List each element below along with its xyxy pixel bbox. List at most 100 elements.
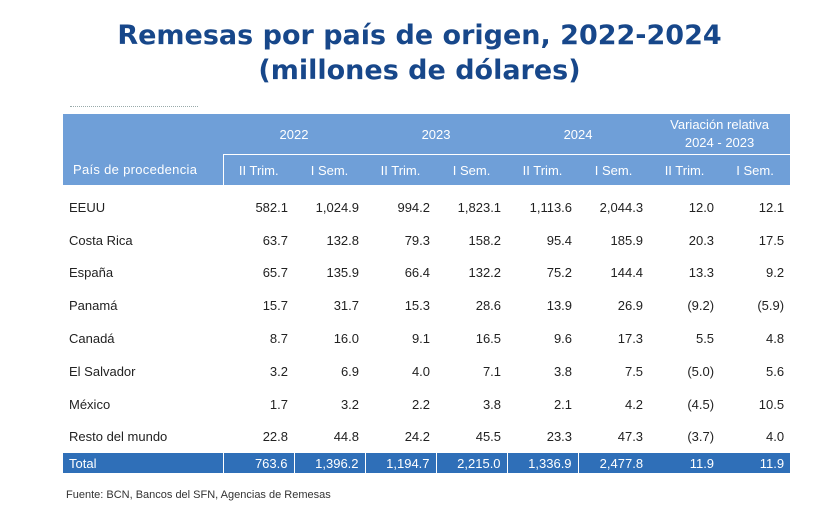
table-cell: 23.3 xyxy=(546,429,573,445)
table-cell: 3.8 xyxy=(482,396,502,412)
country-name: Resto del mundo xyxy=(69,429,168,445)
source-note: Fuente: BCN, Bancos del SFN, Agencias de… xyxy=(66,489,331,501)
subheader: II Trim. xyxy=(649,154,721,185)
table-row: Costa Rica 63.7 132.8 79.3 158.2 95.4 185.9 20.… xyxy=(63,224,790,257)
table-cell: 17.5 xyxy=(758,232,785,248)
table-cell: (9.2) xyxy=(687,298,715,314)
table-cell: 17.3 xyxy=(617,331,644,347)
total-cell: 2,477.8 xyxy=(578,453,650,474)
table-cell: (3.7) xyxy=(687,429,715,445)
table-cell: 63.7 xyxy=(262,232,288,248)
table-cell: 65.7 xyxy=(262,265,288,281)
total-label: Total xyxy=(63,453,224,474)
subheader: II Trim. xyxy=(222,154,294,185)
table-cell: 1,823.1 xyxy=(457,199,502,215)
table-cell: 44.8 xyxy=(333,429,360,445)
table-row: EEUU 582.1 1,024.9 994.2 1,823.1 1,113.6 2,044… xyxy=(63,185,790,224)
table-row: Canadá 8.7 16.0 9.1 16.5 9.6 17.3 5.5 4.8 xyxy=(63,322,790,355)
total-cell: 763.6 xyxy=(223,453,295,474)
table-cell: 75.2 xyxy=(546,265,573,281)
table-cell: 2,044.3 xyxy=(599,199,644,215)
table-cell: 4.8 xyxy=(765,331,785,347)
table-row: Panamá 15.7 31.7 15.3 28.6 13.9 26.9 (9.2) (5.9) xyxy=(63,289,790,322)
variation-header-line1: Variación relativa xyxy=(670,117,769,132)
table-cell: 22.8 xyxy=(262,429,288,445)
table-row: Resto del mundo 22.8 44.8 24.2 45.5 23.3 47.3 (… xyxy=(63,421,790,454)
table-cell: 135.9 xyxy=(326,265,360,281)
subheader: I Sem. xyxy=(720,154,791,185)
remittances-table: País de procedencia 2022 2023 2024 Varia… xyxy=(63,114,791,474)
table-row: España 65.7 135.9 66.4 132.2 75.2 144.4 13.3 9.2 xyxy=(63,257,790,290)
table-cell: 13.9 xyxy=(546,298,573,314)
table-cell: 20.3 xyxy=(688,232,715,248)
table-cell: 4.0 xyxy=(765,429,785,445)
table-cell: (4.5) xyxy=(687,396,715,412)
table-cell: 4.0 xyxy=(411,363,431,379)
total-row: Total 763.6 1,396.2 1,194.7 2,215.0 1,33… xyxy=(63,453,791,474)
table-cell: 28.6 xyxy=(475,298,502,314)
table-cell: 15.3 xyxy=(404,298,431,314)
divider xyxy=(70,106,198,107)
total-cell: 11.9 xyxy=(720,453,791,474)
table-cell: 3.2 xyxy=(340,396,360,412)
table-cell: 6.9 xyxy=(340,363,360,379)
total-cell: 1,194.7 xyxy=(365,453,437,474)
table-cell: 9.2 xyxy=(765,265,785,281)
country-column-header: País de procedencia xyxy=(63,114,223,185)
table-cell: 2.2 xyxy=(411,396,431,412)
table-cell: 7.1 xyxy=(482,363,502,379)
table-cell: 185.9 xyxy=(610,232,644,248)
year-header-2022: 2022 xyxy=(223,114,366,155)
table-cell: (5.0) xyxy=(687,363,715,379)
table-cell: 144.4 xyxy=(610,265,644,281)
table-cell: 994.2 xyxy=(397,199,431,215)
table-cell: 79.3 xyxy=(404,232,431,248)
total-cell: 2,215.0 xyxy=(436,453,508,474)
table-cell: 3.2 xyxy=(269,363,288,379)
table-cell: 1,024.9 xyxy=(315,199,360,215)
table-cell: 1,113.6 xyxy=(529,199,573,215)
subheader: II Trim. xyxy=(507,154,579,185)
subheader: II Trim. xyxy=(365,154,437,185)
table-cell: 26.9 xyxy=(617,298,644,314)
table-cell: 8.7 xyxy=(269,331,288,347)
variation-header-line2: 2024 - 2023 xyxy=(684,135,755,150)
year-header-2023: 2023 xyxy=(365,114,508,155)
table-cell: 158.2 xyxy=(468,232,502,248)
country-name: México xyxy=(69,396,111,412)
table-cell: (5.9) xyxy=(757,298,785,314)
table-cell: 4.2 xyxy=(624,396,644,412)
table-cell: 66.4 xyxy=(404,265,431,281)
table-cell: 132.2 xyxy=(468,265,502,281)
table-cell: 2.1 xyxy=(553,396,573,412)
table-cell: 3.8 xyxy=(553,363,573,379)
table-cell: 47.3 xyxy=(617,429,644,445)
table-cell: 1.7 xyxy=(269,396,288,412)
table-cell: 16.5 xyxy=(475,331,502,347)
table-cell: 12.0 xyxy=(688,199,715,215)
total-cell: 1,396.2 xyxy=(294,453,366,474)
table-cell: 5.6 xyxy=(765,363,785,379)
table-cell: 13.3 xyxy=(688,265,715,281)
table-cell: 95.4 xyxy=(546,232,573,248)
table-row: México 1.7 3.2 2.2 3.8 2.1 4.2 (4.5) 10.5 xyxy=(63,388,790,421)
table-cell: 12.1 xyxy=(758,199,785,215)
table-cell: 24.2 xyxy=(404,429,431,445)
table-row: El Salvador 3.2 6.9 4.0 7.1 3.8 7.5 (5.0) 5.6 xyxy=(63,355,790,388)
total-cell: 11.9 xyxy=(649,453,721,474)
subheader: I Sem. xyxy=(436,154,508,185)
country-name: Costa Rica xyxy=(69,232,133,248)
country-name: El Salvador xyxy=(69,363,136,379)
table-cell: 582.1 xyxy=(255,199,288,215)
table-cell: 10.5 xyxy=(758,396,785,412)
table-cell: 16.0 xyxy=(333,331,360,347)
country-name: Panamá xyxy=(69,298,118,314)
table-cell: 7.5 xyxy=(624,363,644,379)
subheader: I Sem. xyxy=(294,154,366,185)
table-cell: 31.7 xyxy=(333,298,360,314)
table-cell: 132.8 xyxy=(326,232,360,248)
year-header-2024: 2024 xyxy=(507,114,650,155)
table-cell: 15.7 xyxy=(262,298,288,314)
table-cell: 9.6 xyxy=(553,331,573,347)
page-title: Remesas por país de origen, 2022-2024 xyxy=(117,20,722,51)
